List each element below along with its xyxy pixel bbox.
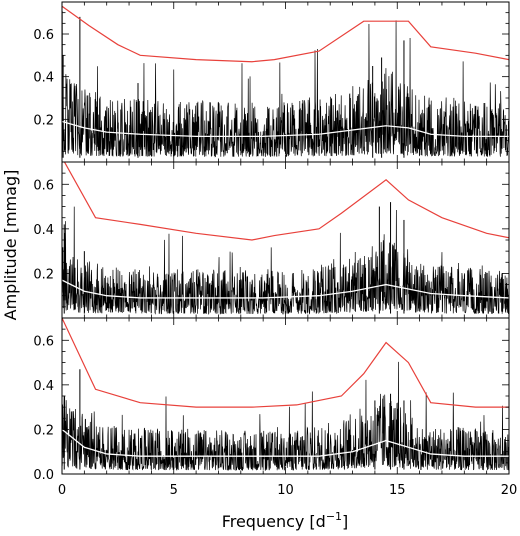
threshold-line-middle — [63, 162, 509, 241]
x-tick-label-4: 20 — [501, 483, 518, 498]
y-axis-label: Amplitude [mmag] — [1, 170, 20, 321]
y-tick-label-bottom-3: 0.6 — [33, 334, 54, 349]
y-tick-label-middle-0: 0.2 — [33, 267, 54, 282]
y-tick-label-middle-2: 0.6 — [33, 178, 54, 193]
amplitude-spectrum-bottom — [62, 361, 509, 472]
plot-area-middle — [62, 162, 509, 315]
noise-line-middle — [62, 279, 509, 299]
x-axis-label: Frequency [d−1] — [222, 510, 349, 531]
amplitude-spectrum-middle — [62, 206, 509, 315]
panel-bottom: 0.0 0.2 0.4 0.6 0 5 10 15 20 — [33, 317, 518, 498]
x-tick-label-0: 0 — [58, 483, 66, 498]
panel-middle: 0.2 0.4 0.6 — [33, 161, 510, 319]
x-axis-label-sup: −1 — [326, 510, 342, 523]
amplitude-spectrum-top — [62, 10, 509, 158]
x-tick-label-1: 5 — [170, 483, 178, 498]
y-tick-label-top-2: 0.6 — [33, 28, 54, 43]
x-axis-label-close: ] — [342, 512, 348, 531]
x-tick-label-2: 10 — [277, 483, 294, 498]
noise-line-bottom — [62, 428, 509, 457]
noise-line-top — [62, 120, 509, 138]
y-tick-label-top-0: 0.2 — [33, 113, 54, 128]
threshold-line-top — [62, 5, 509, 63]
y-tick-label-middle-1: 0.4 — [33, 223, 54, 238]
threshold-line-bottom — [62, 318, 509, 408]
plot-area-top — [62, 5, 509, 158]
y-tick-label-bottom-2: 0.4 — [33, 379, 54, 394]
x-axis-label-main: Frequency [d — [222, 512, 326, 531]
panels-group: 0.2 0.4 0.6 0.2 0.4 0.6 0.0 0.2 0.4 0.6 0 5 10 15 20 — [33, 1, 518, 498]
y-tick-label-bottom-1: 0.2 — [33, 423, 54, 438]
y-tick-label-bottom-0: 0.0 — [33, 468, 54, 483]
panel-top: 0.2 0.4 0.6 — [33, 1, 510, 163]
plot-area-bottom — [62, 318, 509, 472]
x-tick-label-3: 15 — [389, 483, 406, 498]
y-tick-label-top-1: 0.4 — [33, 71, 54, 86]
